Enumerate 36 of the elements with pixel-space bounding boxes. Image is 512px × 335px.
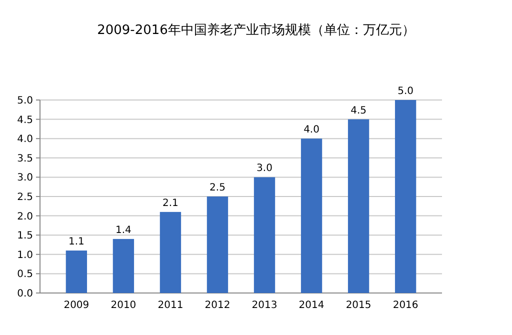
y-tick-label: 1.0 (17, 250, 33, 261)
bar (206, 196, 228, 293)
x-tick-label: 2011 (158, 300, 184, 311)
bar (66, 250, 88, 293)
x-tick-label: 2016 (392, 300, 418, 311)
data-label: 3.0 (256, 163, 272, 174)
y-tick-label: 0.0 (17, 288, 33, 300)
x-tick-label: 2009 (64, 300, 90, 311)
data-label: 1.1 (68, 236, 84, 248)
y-tick-label: 2.5 (17, 192, 33, 203)
chart-title: 2009-2016年中国养老产业市场规模（单位：万亿元） (97, 22, 415, 38)
bar (254, 177, 276, 293)
x-tick-label: 2015 (346, 300, 372, 311)
x-tick-label: 2010 (110, 300, 136, 311)
data-label: 1.4 (116, 224, 132, 236)
y-tick-label: 3.0 (17, 172, 33, 184)
data-label: 4.0 (304, 124, 320, 136)
y-tick-label: 0.5 (17, 269, 33, 280)
x-tick-label: 2014 (298, 300, 324, 311)
data-label: 2.1 (162, 198, 178, 209)
y-tick-label: 5.0 (17, 96, 33, 106)
y-tick-label: 3.5 (17, 153, 33, 164)
data-label: 2.5 (210, 182, 226, 194)
x-tick-label: 2012 (204, 300, 230, 311)
bar (112, 238, 134, 293)
data-label: 5.0 (398, 86, 414, 97)
bar (394, 100, 416, 293)
data-label: 4.5 (350, 105, 366, 116)
x-tick-label: 2013 (252, 300, 278, 311)
y-tick-label: 1.5 (17, 230, 33, 242)
y-tick-label: 4.5 (17, 114, 33, 126)
bar (160, 212, 182, 293)
y-tick-label: 4.0 (17, 134, 33, 146)
y-tick-label: 2.0 (17, 211, 33, 222)
bar (348, 119, 370, 293)
bar (300, 138, 322, 293)
